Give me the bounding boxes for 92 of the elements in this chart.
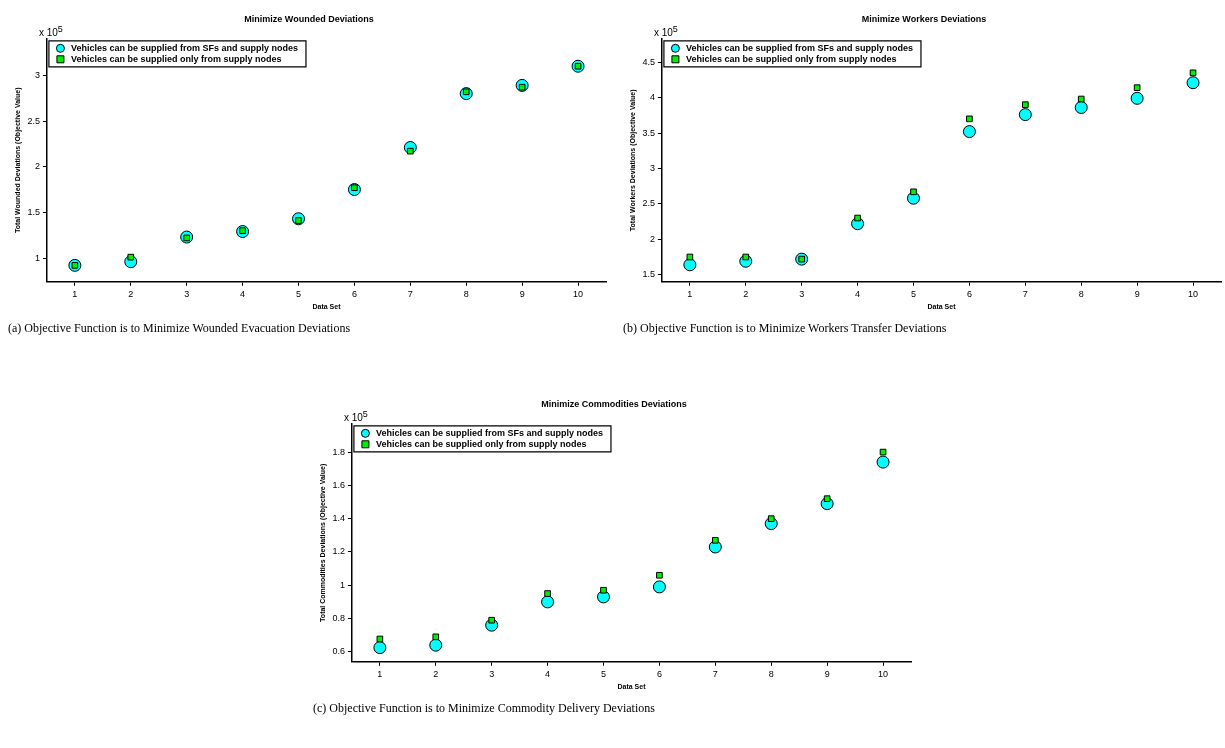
x-tick-label: 2 (433, 668, 439, 679)
y-tick-label: 0.6 (332, 646, 345, 657)
x-tick-label: 7 (712, 668, 718, 679)
y-tick-label: 2 (34, 161, 40, 172)
x-tick-label: 2 (128, 288, 134, 299)
point (1130, 91, 1144, 105)
point (544, 590, 551, 597)
point (966, 115, 973, 123)
legend-label: Vehicles can be supplied from SFs and supply nodes (685, 42, 913, 53)
point (488, 616, 496, 624)
x-tick-label: 8 (463, 288, 469, 299)
x-tick-label: 9 (1134, 288, 1140, 299)
point (1189, 69, 1197, 77)
point (432, 633, 440, 641)
point (767, 515, 775, 522)
text: (b) Objective Function is to Minimize Workers Transfer Deviations (623, 321, 948, 335)
legend-label: Vehicles can be supplied only from supply nodes (70, 53, 282, 64)
chart-title: Minimize Wounded Deviations (244, 13, 374, 24)
y-tick-label: 1.2 (332, 546, 345, 557)
legend-label: Vehicles can be supplied only from supply nodes (685, 53, 897, 64)
legend-label: Vehicles can be supplied from SFs and supply nodes (375, 427, 603, 438)
x-tick-label: 8 (768, 668, 774, 679)
y-tick-label: 3 (34, 69, 40, 80)
y-tick-label: 3 (649, 162, 655, 173)
point (879, 448, 887, 456)
chart-title: Minimize Workers Deviations (861, 13, 987, 24)
point (683, 258, 697, 272)
x-tick-label: 4 (855, 288, 861, 299)
x-tick-label: 5 (295, 288, 302, 299)
x-tick-label: 3 (799, 288, 805, 299)
point (376, 635, 384, 643)
y-tick-label: 1.4 (332, 513, 345, 524)
x-tick-label: 5 (600, 668, 607, 679)
point (600, 586, 607, 594)
text: (a) Objective Function is to Minimize Wounded Evacuation Deviations (8, 321, 352, 335)
x-tick-label: 10 (1188, 288, 1199, 299)
y-tick-label: 1 (34, 252, 40, 263)
x-tick-label: 5 (910, 288, 917, 299)
x-tick-label: 1 (72, 288, 78, 299)
point (429, 638, 443, 652)
y-tick-label: 1 (339, 579, 345, 590)
point (1186, 76, 1200, 90)
legend-label: Vehicles can be supplied from SFs and supply nodes (70, 42, 298, 53)
legend-label: Vehicles can be supplied only from supply nodes (375, 438, 587, 449)
x-tick-label: 10 (878, 668, 889, 679)
x-tick-label: 1 (377, 668, 383, 679)
y-tick-label: 1.5 (642, 269, 655, 280)
y-tick-label: 0.8 (332, 613, 345, 624)
y-tick-label: 2.5 (27, 115, 40, 126)
point (711, 536, 719, 544)
y-tick-label: 1.5 (27, 206, 40, 217)
text: (c) Objective Function is to Minimize Commodity Delivery Deviations (313, 701, 656, 715)
x-tick-label: 1 (687, 288, 693, 299)
x-tick-label: 6 (351, 288, 357, 299)
point (876, 455, 890, 469)
point (1018, 108, 1032, 122)
point (962, 125, 976, 139)
x-tick-label: 4 (545, 668, 551, 679)
y-tick-label: 2 (649, 233, 655, 244)
x-tick-label: 2 (743, 288, 749, 299)
x-tick-label: 9 (519, 288, 525, 299)
y-tick-label: 2.5 (642, 198, 655, 209)
x-tick-label: 7 (407, 288, 413, 299)
x-tick-label: 10 (573, 288, 584, 299)
x-tick-label: 7 (1022, 288, 1028, 299)
point (686, 253, 694, 261)
point (910, 188, 917, 196)
y-tick-label: 1.8 (332, 446, 345, 457)
point (1077, 95, 1085, 103)
point (742, 253, 750, 261)
point (823, 495, 831, 503)
point (373, 641, 387, 655)
x-tick-label: 6 (656, 668, 662, 679)
x-tick-label: 3 (489, 668, 495, 679)
x-tick-label: 6 (966, 288, 972, 299)
point (652, 580, 666, 594)
x-tick-label: 8 (1078, 288, 1084, 299)
x-tick-label: 4 (240, 288, 246, 299)
point (1133, 84, 1141, 92)
x-tick-label: 9 (824, 668, 830, 679)
point (1021, 101, 1029, 109)
point (127, 253, 135, 261)
y-tick-label: 3.5 (642, 127, 655, 138)
point (854, 214, 861, 222)
point (656, 571, 663, 579)
point (541, 595, 555, 609)
y-tick-label: 4.5 (642, 56, 655, 67)
chart-title: Minimize Commodities Deviations (541, 398, 687, 409)
x-tick-label: 3 (184, 288, 190, 299)
y-tick-label: 4 (649, 92, 655, 103)
y-tick-label: 1.6 (332, 479, 345, 490)
point (1074, 101, 1088, 115)
